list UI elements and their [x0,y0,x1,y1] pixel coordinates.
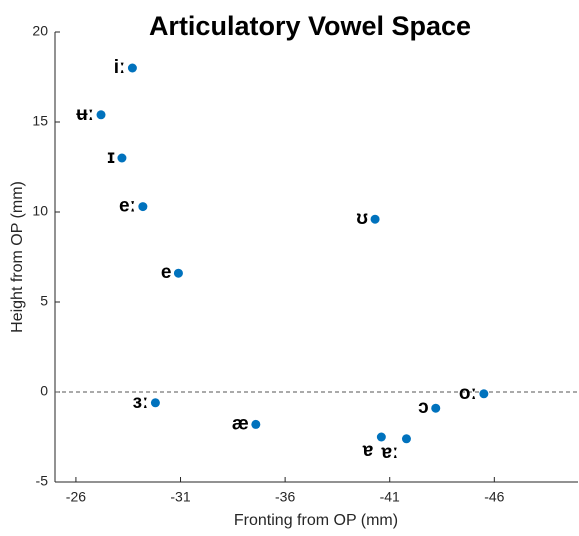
point-label: ʊ [356,208,368,229]
y-tick-label: 0 [40,383,48,399]
x-tick-label: -31 [170,489,190,505]
x-tick-label: -41 [380,489,400,505]
point-label: eː [119,196,136,217]
point [431,403,441,413]
point [173,268,183,278]
point [138,202,148,212]
x-tick-label: -46 [484,489,504,505]
point [117,153,127,163]
y-tick-label: 15 [32,113,48,129]
point-label: iː [114,57,126,78]
point-label: ɪ [107,147,115,168]
point-label: e [161,262,172,283]
x-tick-label: -26 [66,489,86,505]
chart-title: Articulatory Vowel Space [149,11,471,41]
y-tick-label: 10 [32,203,48,219]
y-axis-label: Height from OP (mm) [9,181,26,333]
point-label: ɔ [418,397,429,418]
point [401,434,411,444]
point [96,110,106,120]
point-label: ɜː [133,392,149,413]
point-label: ɐː [381,442,399,463]
y-tick-label: 20 [32,23,48,39]
point-label: æ [232,413,249,434]
point-label: ɐ [362,440,374,461]
y-tick-label: -5 [36,473,49,489]
x-tick-label: -36 [275,489,295,505]
point-label: ʉː [76,104,94,125]
point-label: oː [459,383,477,404]
point [127,63,137,73]
x-axis-label: Fronting from OP (mm) [234,512,398,529]
point [370,214,380,224]
point [376,432,386,442]
point [150,398,160,408]
y-tick-label: 5 [40,293,48,309]
point [479,389,489,399]
point [251,419,261,429]
